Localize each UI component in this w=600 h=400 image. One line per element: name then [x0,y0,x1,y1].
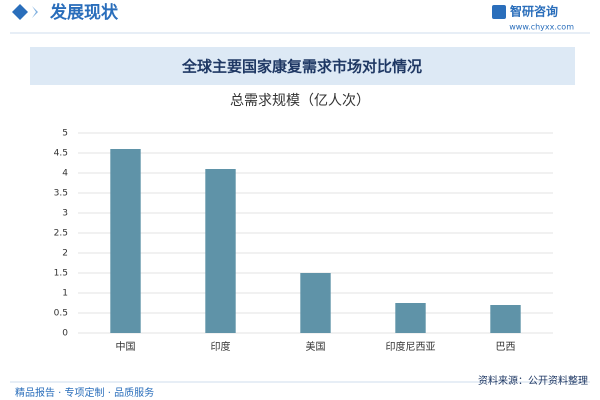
footer-left: 精品报告 · 专项定制 · 品质服务 [15,386,154,399]
header-icon [12,4,28,20]
y-tick-label: 3 [62,209,68,219]
bar [490,305,521,333]
y-tick-label: 4 [62,169,68,179]
website: www.chyxx.com [509,23,574,32]
header-icon [32,6,38,18]
y-tick-label: 0.5 [54,309,68,319]
y-tick-label: 2 [62,249,68,259]
bar [205,169,236,333]
bar [395,303,426,333]
chart-title: 总需求规模（亿人次） [230,93,370,109]
y-tick-label: 2.5 [54,229,68,239]
banner-title: 全球主要国家康复需求市场对比情况 [181,58,422,76]
x-tick-label: 巴西 [496,341,516,353]
brand: 智研咨询 [509,4,558,19]
x-tick-label: 印度尼西亚 [386,340,436,353]
x-tick-label: 印度 [211,340,231,353]
y-tick-label: 3.5 [54,189,68,199]
y-tick-label: 0 [62,329,68,339]
footer-right: 资料来源：公开资料整理 [478,374,588,387]
x-tick-label: 美国 [306,340,326,353]
bar [110,149,141,333]
header-title: 发展现状 [49,2,119,23]
y-tick-label: 1.5 [54,269,68,279]
bar [300,273,331,333]
y-tick-label: 1 [62,289,68,299]
x-tick-label: 中国 [116,340,136,353]
logo-icon [492,5,506,19]
y-tick-label: 4.5 [54,149,68,159]
banner [30,47,575,85]
y-tick-label: 5 [62,129,68,139]
